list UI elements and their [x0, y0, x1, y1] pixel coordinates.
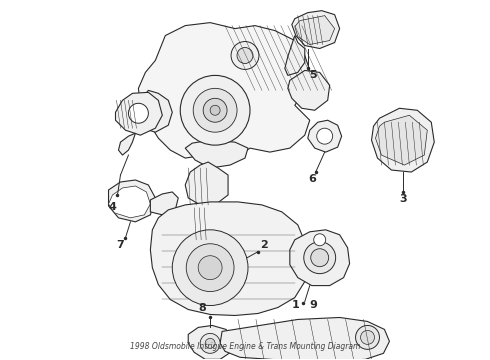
Polygon shape — [116, 92, 162, 135]
Text: 1: 1 — [292, 300, 300, 310]
Text: 4: 4 — [109, 202, 117, 212]
Polygon shape — [193, 205, 215, 242]
Circle shape — [361, 330, 374, 345]
Circle shape — [314, 234, 326, 246]
Circle shape — [205, 338, 215, 348]
Circle shape — [180, 75, 250, 145]
Polygon shape — [290, 230, 349, 285]
Circle shape — [128, 103, 148, 123]
Polygon shape — [108, 186, 150, 218]
Polygon shape — [285, 36, 305, 75]
Text: 6: 6 — [308, 174, 316, 184]
Circle shape — [200, 333, 220, 353]
Circle shape — [304, 242, 336, 274]
Circle shape — [198, 256, 226, 284]
Polygon shape — [185, 140, 248, 168]
Circle shape — [198, 256, 222, 280]
Circle shape — [204, 262, 220, 278]
Polygon shape — [185, 162, 228, 205]
Circle shape — [208, 266, 216, 274]
Text: 5: 5 — [309, 71, 317, 80]
Circle shape — [203, 98, 227, 122]
Circle shape — [311, 249, 329, 267]
Circle shape — [172, 230, 248, 306]
Text: 1998 Oldsmobile Intrigue Engine & Trans Mounting Diagram: 1998 Oldsmobile Intrigue Engine & Trans … — [130, 342, 360, 351]
Polygon shape — [150, 192, 178, 215]
Polygon shape — [292, 11, 340, 49]
Polygon shape — [184, 240, 240, 288]
Circle shape — [317, 128, 333, 144]
Polygon shape — [371, 108, 434, 172]
Polygon shape — [135, 90, 172, 132]
Polygon shape — [308, 120, 342, 152]
Circle shape — [193, 88, 237, 132]
Text: 3: 3 — [399, 194, 407, 204]
Text: 7: 7 — [117, 240, 124, 250]
Polygon shape — [220, 318, 390, 360]
Polygon shape — [188, 325, 234, 359]
Circle shape — [210, 105, 220, 115]
Circle shape — [186, 244, 234, 292]
Polygon shape — [295, 15, 335, 45]
Polygon shape — [150, 202, 308, 315]
Polygon shape — [184, 252, 240, 258]
Circle shape — [237, 48, 253, 63]
Polygon shape — [108, 180, 155, 222]
Circle shape — [356, 325, 379, 349]
Text: 8: 8 — [198, 303, 206, 314]
Polygon shape — [375, 115, 427, 165]
Circle shape — [231, 41, 259, 69]
Text: 2: 2 — [260, 240, 268, 250]
Polygon shape — [119, 133, 135, 155]
Polygon shape — [138, 23, 310, 160]
Polygon shape — [288, 71, 330, 110]
Text: 9: 9 — [310, 300, 318, 310]
